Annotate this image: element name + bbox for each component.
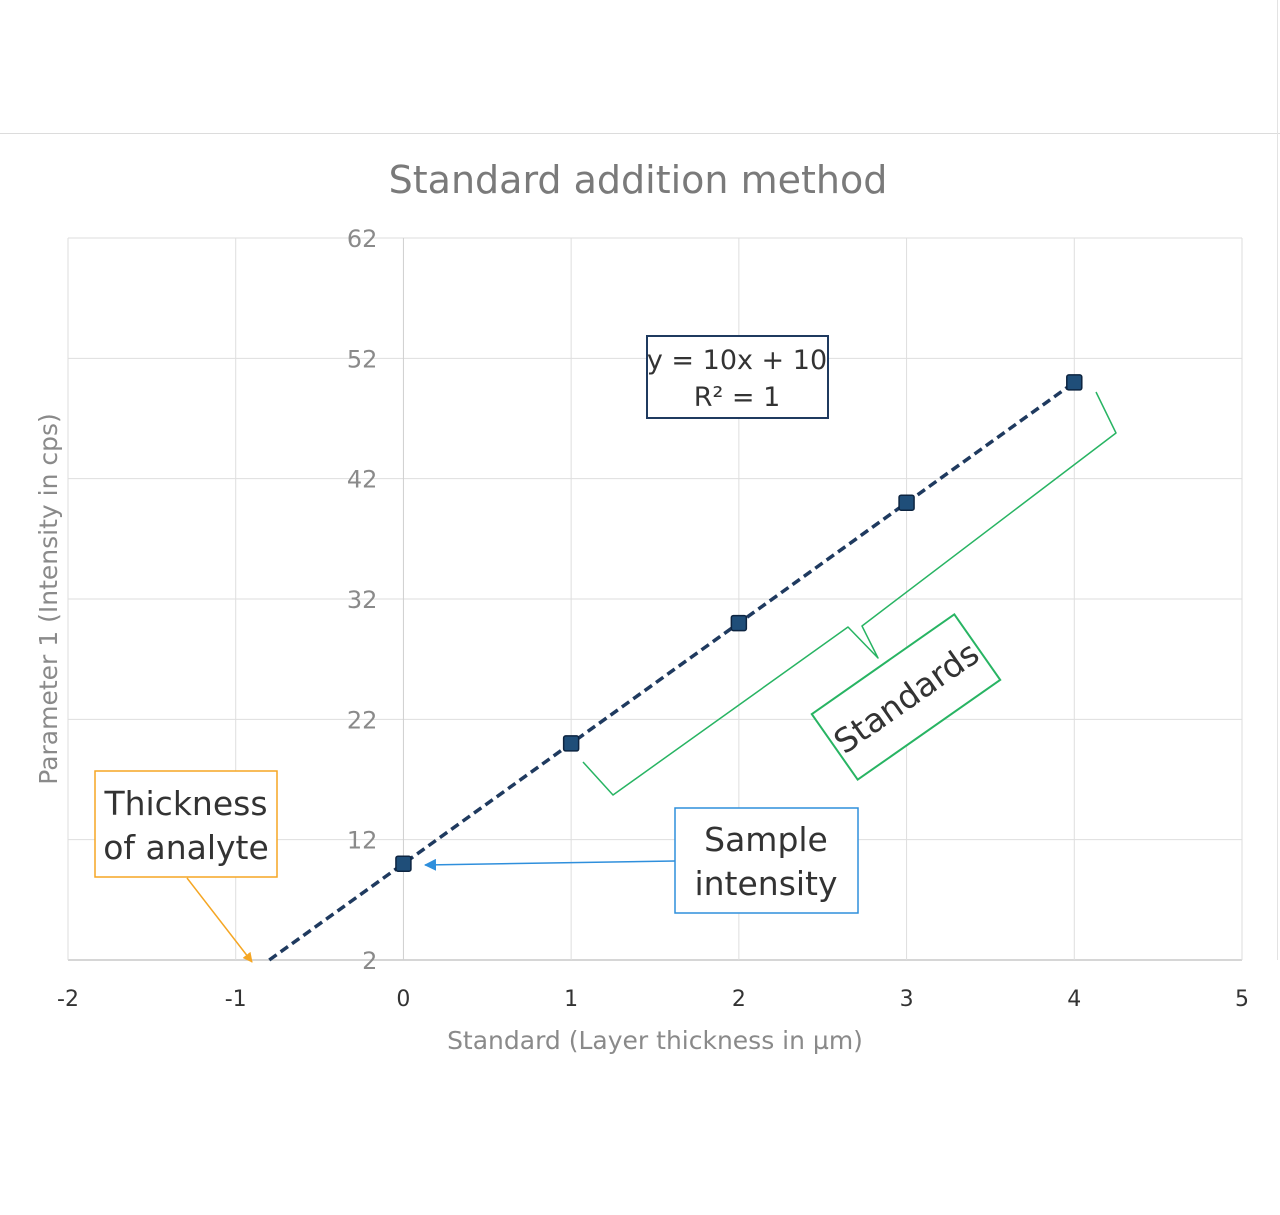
equation-text: y = 10x + 10 bbox=[647, 345, 827, 376]
x-tick-labels: -2 -1 0 1 2 3 4 5 bbox=[57, 987, 1249, 1012]
standards-brace bbox=[582, 391, 1117, 796]
thickness-label-line2: of analyte bbox=[103, 828, 269, 867]
y-tick-labels: 2 12 22 32 42 52 62 bbox=[347, 225, 378, 975]
y-axis-label: Parameter 1 (Intensity in cps) bbox=[34, 413, 63, 785]
data-point bbox=[1066, 374, 1083, 391]
thickness-label-line1: Thickness bbox=[103, 784, 267, 823]
x-tick-label: 1 bbox=[564, 987, 578, 1012]
x-tick-label: -1 bbox=[225, 987, 247, 1012]
trendline bbox=[268, 380, 1076, 962]
x-axis-label: Standard (Layer thickness in µm) bbox=[447, 1026, 863, 1055]
r-squared-text: R² = 1 bbox=[694, 382, 781, 413]
y-tick-label: 22 bbox=[347, 706, 378, 734]
sample-annotation: Sample intensity bbox=[424, 807, 859, 914]
data-point bbox=[395, 855, 412, 872]
thickness-annotation: Thickness of analyte bbox=[94, 770, 278, 963]
right-divider bbox=[1277, 0, 1278, 960]
y-tick-label: 62 bbox=[347, 225, 378, 253]
y-tick-label: 32 bbox=[347, 586, 378, 614]
x-tick-label: 4 bbox=[1067, 987, 1081, 1012]
data-points bbox=[395, 374, 1083, 872]
sample-label-line2: intensity bbox=[694, 864, 837, 903]
sample-label-line1: Sample bbox=[704, 820, 828, 859]
sample-arrow bbox=[424, 858, 676, 871]
x-tick-label: 5 bbox=[1235, 987, 1249, 1012]
data-point bbox=[898, 494, 915, 511]
standards-annotation: Standards bbox=[582, 391, 1117, 796]
x-tick-label: 3 bbox=[900, 987, 914, 1012]
data-point bbox=[730, 614, 748, 632]
thickness-arrow bbox=[186, 877, 253, 963]
equation-box: y = 10x + 10 R² = 1 bbox=[646, 335, 829, 419]
y-tick-label: 12 bbox=[347, 827, 378, 855]
x-tick-label: 2 bbox=[732, 987, 746, 1012]
top-divider bbox=[0, 133, 1280, 134]
x-tick-label: -2 bbox=[57, 987, 79, 1012]
chart-title: Standard addition method bbox=[389, 158, 888, 202]
y-tick-label: 42 bbox=[347, 466, 378, 494]
y-tick-label: 2 bbox=[362, 947, 377, 975]
x-tick-label: 0 bbox=[396, 987, 410, 1012]
data-point bbox=[562, 735, 580, 752]
y-tick-label: 52 bbox=[347, 345, 378, 373]
